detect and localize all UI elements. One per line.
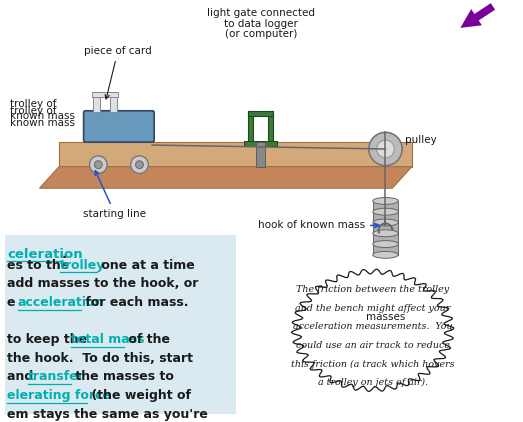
- Bar: [373, 212, 398, 222]
- Text: add masses to the hook, or: add masses to the hook, or: [7, 277, 199, 290]
- Bar: [256, 142, 265, 167]
- Bar: [248, 111, 273, 116]
- Text: of the: of the: [123, 333, 169, 346]
- Circle shape: [135, 161, 143, 168]
- Text: to keep the: to keep the: [7, 333, 92, 346]
- Text: The friction between the trolley: The friction between the trolley: [296, 285, 449, 294]
- Circle shape: [94, 161, 102, 168]
- Bar: [5, 235, 235, 414]
- Text: trolley: trolley: [60, 259, 106, 272]
- Text: total mass: total mass: [71, 333, 144, 346]
- Circle shape: [377, 140, 394, 158]
- Text: elerating force: elerating force: [7, 389, 111, 402]
- Text: trolley of
known mass: trolley of known mass: [10, 99, 88, 128]
- Text: could use an air track to reduce: could use an air track to reduce: [295, 341, 450, 350]
- Ellipse shape: [373, 208, 398, 215]
- Text: hook of known mass: hook of known mass: [258, 220, 379, 230]
- Text: starting line: starting line: [84, 171, 146, 219]
- Bar: [373, 244, 398, 255]
- Text: trolley of: trolley of: [10, 106, 56, 116]
- Text: to data logger: to data logger: [224, 19, 298, 29]
- Text: one at a time: one at a time: [97, 259, 195, 272]
- Bar: [268, 111, 273, 142]
- Text: celeration: celeration: [7, 248, 83, 261]
- Circle shape: [369, 133, 402, 166]
- Bar: [110, 92, 117, 112]
- Text: acceleration: acceleration: [18, 296, 104, 309]
- Text: this friction (a track which hovers: this friction (a track which hovers: [291, 360, 454, 369]
- Text: and: and: [7, 371, 38, 384]
- FancyBboxPatch shape: [84, 111, 154, 142]
- Ellipse shape: [373, 197, 398, 204]
- Text: the hook.  To do this, start: the hook. To do this, start: [7, 352, 193, 365]
- Text: a trolley on jets of air).: a trolley on jets of air).: [317, 379, 428, 387]
- Bar: [373, 233, 398, 244]
- Text: light gate connected: light gate connected: [207, 8, 315, 18]
- Text: em stays the same as you're: em stays the same as you're: [7, 408, 208, 421]
- Text: the masses to: the masses to: [71, 371, 174, 384]
- Ellipse shape: [373, 241, 398, 247]
- Ellipse shape: [373, 252, 398, 258]
- Text: (the weight of: (the weight of: [86, 389, 190, 402]
- Circle shape: [131, 156, 149, 173]
- Bar: [93, 92, 118, 97]
- Text: acceleration measurements.  You: acceleration measurements. You: [293, 322, 452, 331]
- Text: pulley: pulley: [405, 135, 437, 145]
- Bar: [248, 111, 253, 142]
- Circle shape: [89, 156, 107, 173]
- Text: known mass: known mass: [10, 118, 75, 127]
- Bar: [244, 141, 277, 146]
- Text: (or computer): (or computer): [225, 30, 297, 39]
- Polygon shape: [59, 142, 412, 167]
- Text: .: .: [62, 248, 67, 261]
- Text: e: e: [7, 296, 20, 309]
- Text: masses: masses: [366, 312, 405, 322]
- Text: es to the: es to the: [7, 259, 74, 272]
- Bar: [373, 201, 398, 212]
- Text: for each mass.: for each mass.: [81, 296, 189, 309]
- Ellipse shape: [373, 230, 398, 237]
- Ellipse shape: [373, 219, 398, 226]
- Text: and the bench might affect your: and the bench might affect your: [295, 304, 450, 313]
- Polygon shape: [40, 167, 412, 188]
- Bar: [94, 92, 100, 112]
- Text: transfer: transfer: [28, 371, 85, 384]
- Bar: [373, 222, 398, 233]
- Text: piece of card: piece of card: [84, 46, 152, 99]
